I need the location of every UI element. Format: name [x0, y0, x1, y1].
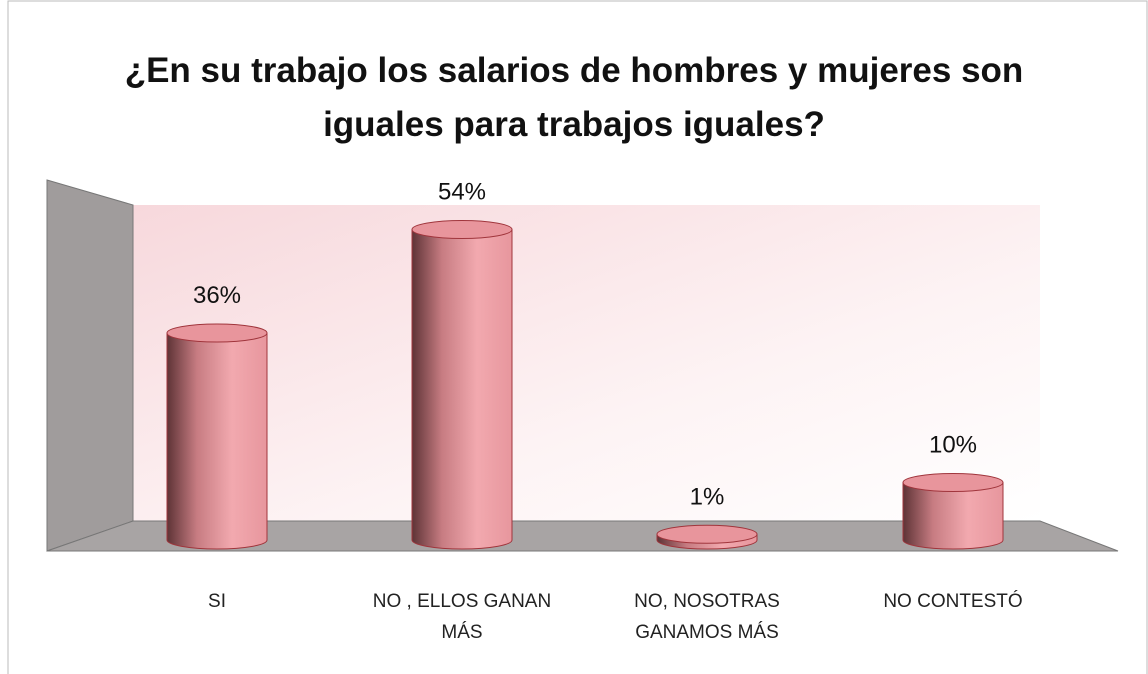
cylinder-top — [656, 524, 758, 544]
value-label: 1% — [690, 483, 725, 510]
frame — [7, 0, 1148, 674]
cylinder-top — [166, 323, 268, 343]
cylinder-top — [411, 220, 513, 239]
x-tick-label: NO CONTESTÓ — [883, 591, 1023, 612]
back-wall — [133, 205, 1040, 521]
floor — [46, 520, 1119, 552]
cylinder-body — [902, 482, 1004, 550]
cylinder-body — [411, 229, 513, 550]
value-label: 54% — [438, 179, 486, 206]
x-tick-label: NO , ELLOS GANAN MÁS — [372, 591, 552, 643]
value-label: 10% — [929, 432, 977, 459]
value-label: 36% — [193, 282, 241, 309]
chart-title: ¿En su trabajo los salarios de hombres y… — [124, 51, 1024, 144]
cylinder-top — [902, 473, 1004, 492]
side-wall — [46, 179, 134, 552]
x-tick-label: NO, NOSOTRAS GANAMOS MÁS — [634, 591, 780, 643]
cylinder-body — [166, 332, 268, 550]
x-tick-label: SI — [208, 591, 226, 612]
